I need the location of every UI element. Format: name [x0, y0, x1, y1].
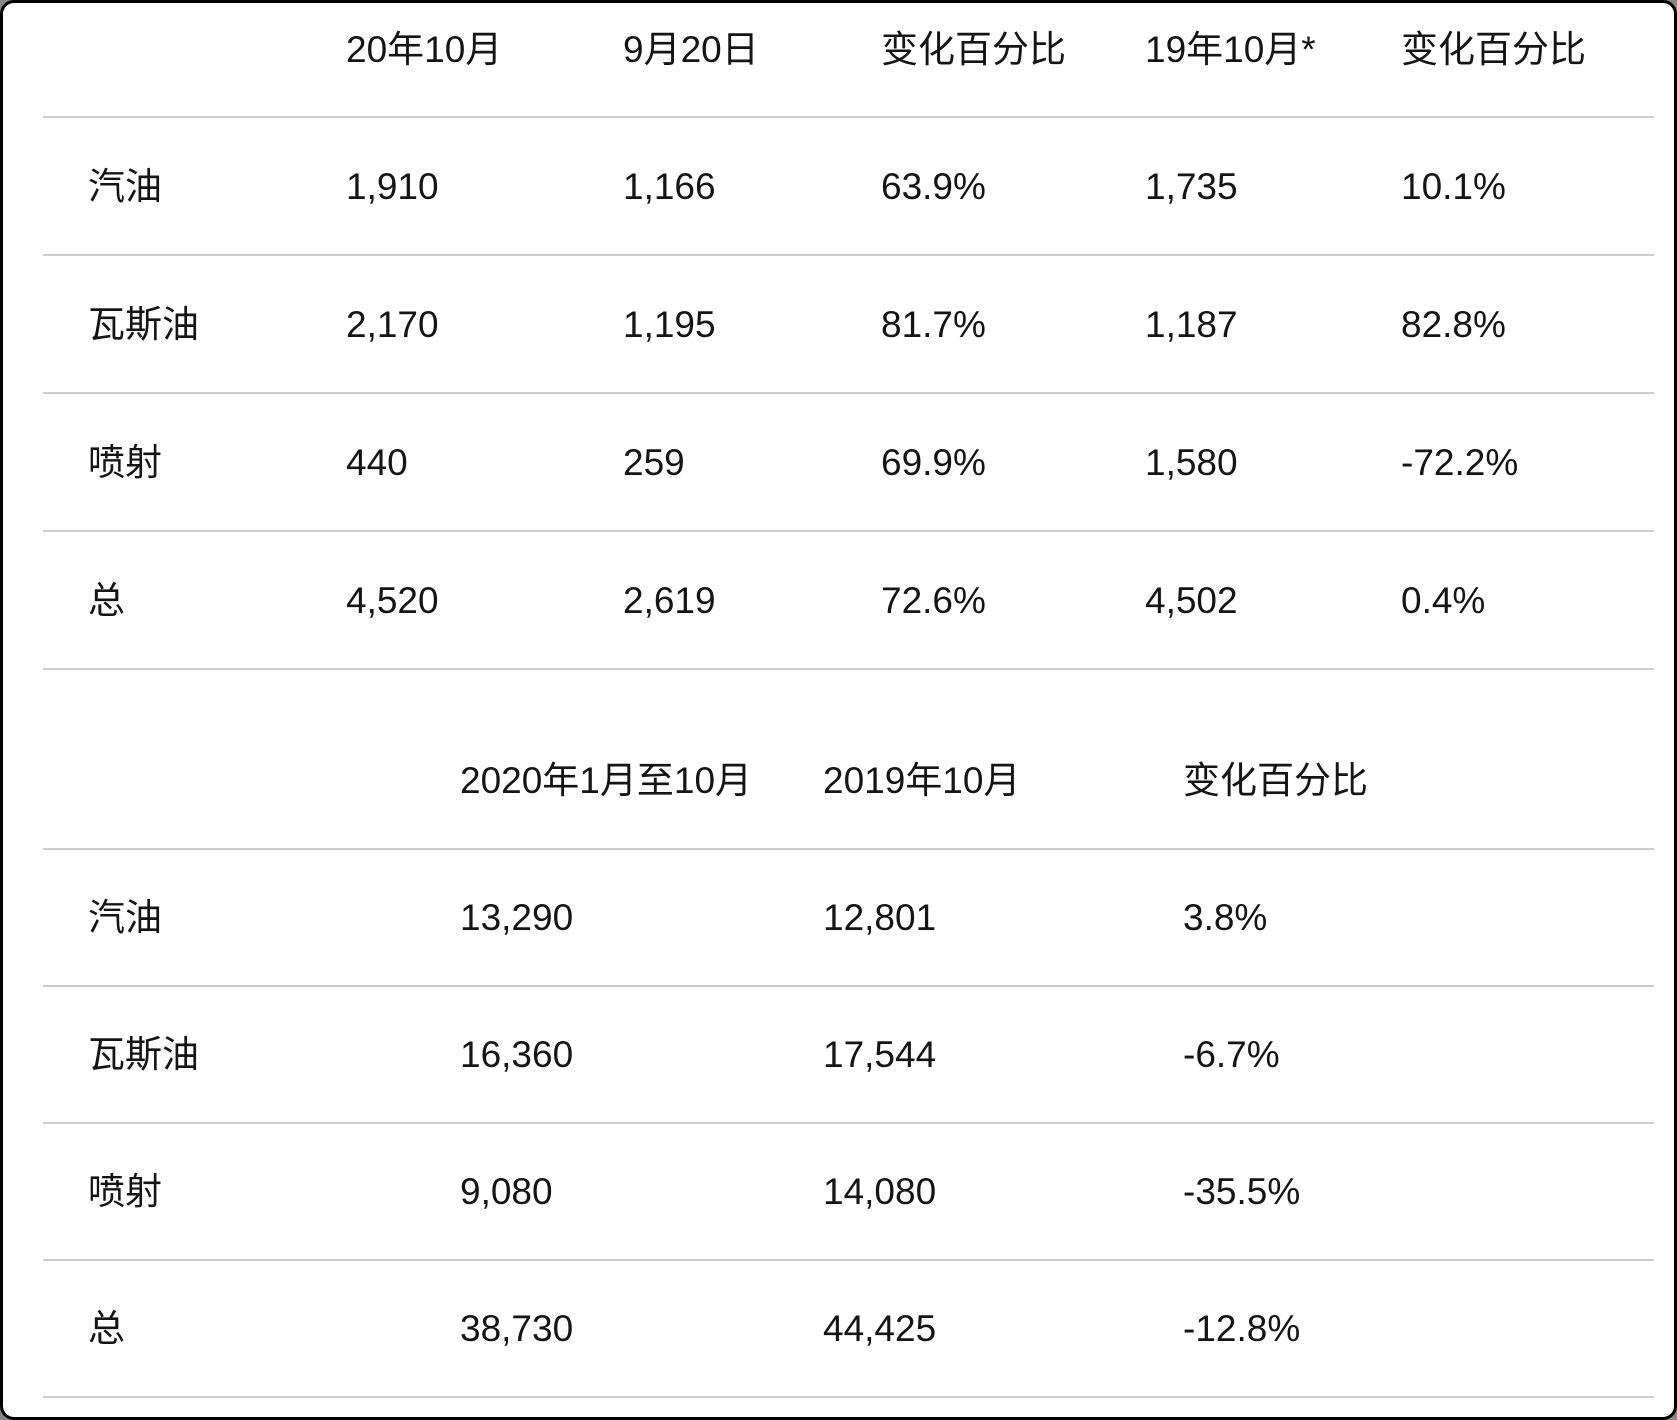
data-cell: 12,801 — [823, 897, 937, 938]
row-label: 总 — [88, 579, 125, 621]
data-cell: 16,360 — [460, 1034, 574, 1075]
table-row-jet: 喷射 440 259 69.9% 1,580 -72.2% — [43, 392, 1654, 530]
data-cell: 82.8% — [1401, 303, 1506, 345]
data-cell: 1,910 — [346, 165, 439, 207]
data-cell: 63.9% — [881, 165, 986, 207]
data-cell: 3.8% — [1183, 897, 1268, 938]
data-cell: 14,080 — [823, 1171, 937, 1212]
row-label: 瓦斯油 — [88, 1034, 199, 1075]
data-cell: -6.7% — [1183, 1034, 1280, 1075]
table-row-jet: 喷射 9,080 14,080 -35.5% — [43, 1122, 1654, 1259]
header-cell-pct-change-yoy: 变化百分比 — [1401, 29, 1586, 70]
header-cell-2019-oct: 2019年10月 — [823, 759, 1021, 801]
header-cell-pct-change-mom: 变化百分比 — [881, 29, 1066, 70]
row-label: 瓦斯油 — [88, 303, 199, 345]
data-cell: 4,502 — [1145, 579, 1238, 621]
data-cell: 13,290 — [460, 897, 574, 938]
data-cell: 9,080 — [460, 1171, 553, 1212]
monthly-comparison-table: 20年10月 9月20日 变化百分比 19年10月* 变化百分比 汽油 1,91… — [43, 3, 1654, 670]
header-cell-oct19: 19年10月* — [1145, 29, 1316, 70]
table-row-gasoil: 瓦斯油 2,170 1,195 81.7% 1,187 82.8% — [43, 254, 1654, 392]
row-label: 汽油 — [88, 165, 162, 207]
data-cell: 17,544 — [823, 1034, 937, 1075]
row-label: 汽油 — [88, 897, 162, 938]
data-cell: 81.7% — [881, 303, 986, 345]
data-cell: 1,735 — [1145, 165, 1238, 207]
data-cell: 38,730 — [460, 1308, 574, 1349]
data-cell: 4,520 — [346, 579, 439, 621]
row-label: 喷射 — [88, 441, 162, 483]
data-cell: -35.5% — [1183, 1171, 1301, 1212]
ytd-comparison-table: 2020年1月至10月 2019年10月 变化百分比 汽油 13,290 12,… — [43, 670, 1654, 1398]
header-cell-sep20: 9月20日 — [623, 29, 759, 70]
data-cell: 72.6% — [881, 579, 986, 621]
table-row-gasoline: 汽油 13,290 12,801 3.8% — [43, 848, 1654, 985]
header-cell-2020-jan-oct: 2020年1月至10月 — [460, 759, 753, 801]
data-cell: 259 — [623, 441, 685, 483]
data-cell: 2,619 — [623, 579, 716, 621]
row-label: 总 — [88, 1308, 125, 1349]
data-cell: 44,425 — [823, 1308, 937, 1349]
header-cell-oct20: 20年10月 — [346, 29, 503, 70]
table-row-gasoline: 汽油 1,910 1,166 63.9% 1,735 10.1% — [43, 116, 1654, 254]
data-cell: 69.9% — [881, 441, 986, 483]
data-cell: 0.4% — [1401, 579, 1486, 621]
table-row-total: 总 4,520 2,619 72.6% 4,502 0.4% — [43, 530, 1654, 668]
table-header-row: 20年10月 9月20日 变化百分比 19年10月* 变化百分比 — [43, 3, 1654, 116]
data-cell: 2,170 — [346, 303, 439, 345]
data-cell: 1,195 — [623, 303, 716, 345]
data-cell: 10.1% — [1401, 165, 1506, 207]
data-cell: 1,166 — [623, 165, 716, 207]
table-header-row: 2020年1月至10月 2019年10月 变化百分比 — [43, 670, 1654, 848]
data-cell: 1,580 — [1145, 441, 1238, 483]
header-cell-pct-change: 变化百分比 — [1183, 759, 1368, 801]
row-label: 喷射 — [88, 1171, 162, 1212]
data-cell: 440 — [346, 441, 408, 483]
data-cell: 1,187 — [1145, 303, 1238, 345]
data-cell: -72.2% — [1401, 441, 1519, 483]
table-row-total: 总 38,730 44,425 -12.8% — [43, 1259, 1654, 1396]
data-cell: -12.8% — [1183, 1308, 1301, 1349]
table-row-gasoil: 瓦斯油 16,360 17,544 -6.7% — [43, 985, 1654, 1122]
